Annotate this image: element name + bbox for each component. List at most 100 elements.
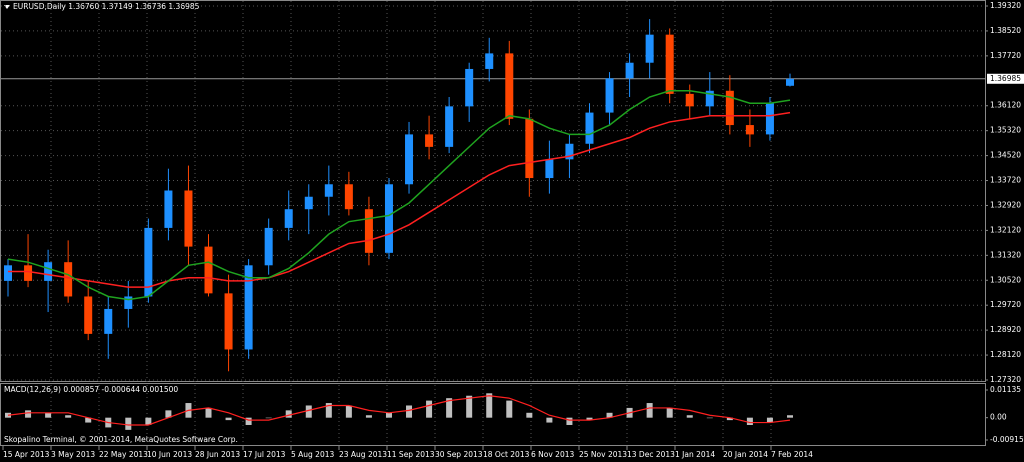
y-tick-label: 1.29720 — [990, 300, 1021, 309]
x-tick-label: 7 Feb 2014 — [771, 450, 813, 459]
macd-bar — [666, 407, 673, 418]
candle-body — [264, 227, 273, 266]
candle-body — [164, 190, 173, 228]
macd-bar — [25, 410, 32, 418]
macd-bar — [546, 417, 553, 423]
macd-bar — [285, 410, 292, 418]
macd-window — [0, 383, 986, 446]
candle-body — [124, 296, 133, 309]
chart-title: EURUSD,Daily 1.36760 1.37149 1.36736 1.3… — [13, 2, 200, 11]
candle-body — [224, 293, 233, 350]
candle-body — [204, 246, 213, 294]
x-tick-label: 1 Jan 2014 — [675, 450, 715, 459]
x-tick-label: 6 Nov 2013 — [531, 450, 574, 459]
macd-bar — [506, 400, 513, 418]
macd-bar — [446, 398, 453, 418]
macd-bar — [365, 415, 372, 418]
candle-body — [545, 159, 554, 179]
moving-average — [7, 90, 791, 301]
macd-bar — [85, 417, 92, 423]
candle-body — [84, 296, 93, 334]
y-tick-label: 1.36120 — [990, 101, 1021, 110]
macd-bar — [766, 417, 773, 423]
macd-bar — [646, 403, 653, 418]
macd-bar — [706, 417, 713, 419]
x-tick-label: 11 Sep 2013 — [387, 450, 435, 459]
x-tick-label: 23 Aug 2013 — [339, 450, 387, 459]
candle-body — [244, 265, 253, 350]
macd-bar — [686, 415, 693, 418]
y-tick-label: 1.28120 — [990, 350, 1021, 359]
candle-body — [64, 262, 73, 297]
y-tick-label: 1.37720 — [990, 51, 1021, 60]
macd-bar — [225, 417, 232, 421]
x-tick-label: 25 Nov 2013 — [579, 450, 627, 459]
y-tick-label: 1.38520 — [990, 26, 1021, 35]
candle-body — [425, 134, 434, 147]
candle-body — [24, 265, 33, 281]
candle-body — [525, 118, 534, 179]
moving-average — [8, 111, 791, 288]
current-price-box — [987, 73, 1024, 84]
y-tick-label: 1.31320 — [990, 250, 1021, 259]
macd-bar — [265, 417, 272, 419]
macd-bar — [385, 412, 392, 418]
candle-body — [705, 90, 714, 107]
macd-bar — [205, 407, 212, 418]
candle-body — [765, 103, 774, 135]
macd-bar — [526, 412, 533, 418]
candle-body — [44, 262, 53, 281]
candle-body — [104, 308, 113, 334]
x-tick-label: 18 Oct 2013 — [483, 450, 530, 459]
candle-body — [605, 78, 614, 113]
x-tick-label: 15 Apr 2013 — [3, 450, 50, 459]
candle-body — [465, 68, 474, 107]
candle-body — [284, 209, 293, 228]
candle-body — [685, 93, 694, 107]
y-tick-label: 0.01135 — [990, 385, 1021, 394]
candle-body — [485, 53, 494, 69]
x-tick-label: 28 Jun 2013 — [195, 450, 240, 459]
macd-bar — [486, 393, 493, 418]
y-tick-label: 1.39320 — [990, 1, 1021, 10]
macd-bar — [165, 410, 172, 418]
candle-body — [405, 134, 414, 185]
x-tick-label: 17 Jul 2013 — [243, 450, 286, 459]
candle-body — [144, 227, 153, 297]
macd-bar — [345, 405, 352, 418]
candle-body — [745, 125, 754, 135]
candle-body — [625, 62, 634, 79]
macd-bar — [406, 405, 413, 418]
candle-body — [505, 53, 514, 119]
y-tick-label: 1.33720 — [990, 176, 1021, 185]
x-tick-label: 30 Sep 2013 — [435, 450, 483, 459]
candle-body — [645, 34, 654, 63]
candle-body — [344, 184, 353, 210]
y-tick-label: 1.32920 — [990, 200, 1021, 209]
candle-body — [665, 34, 674, 94]
macd-bar — [325, 403, 332, 418]
macd-bar — [586, 417, 593, 421]
macd-bar — [726, 417, 733, 421]
macd-bar — [787, 415, 793, 418]
macd-bar — [746, 417, 753, 425]
candle-body — [445, 106, 454, 147]
macd-bar — [606, 412, 613, 418]
y-tick-label: 1.28920 — [990, 325, 1021, 334]
candle-body — [384, 184, 393, 253]
y-tick-label: 1.27320 — [990, 375, 1021, 384]
y-tick-label: 1.34520 — [990, 151, 1021, 160]
macd-bar — [125, 417, 132, 430]
macd-bar — [566, 417, 573, 425]
y-tick-label: -0.009157 — [990, 435, 1024, 444]
candle-body — [4, 265, 12, 281]
candle-body — [324, 184, 333, 197]
x-tick-label: 3 May 2013 — [51, 450, 95, 459]
macd-bar — [466, 395, 473, 418]
x-tick-label: 10 Jun 2013 — [147, 450, 192, 459]
macd-bar — [45, 412, 52, 418]
candle-body — [585, 112, 594, 144]
copyright: Skopalino Terminal, © 2001-2014, MetaQuo… — [4, 435, 238, 444]
